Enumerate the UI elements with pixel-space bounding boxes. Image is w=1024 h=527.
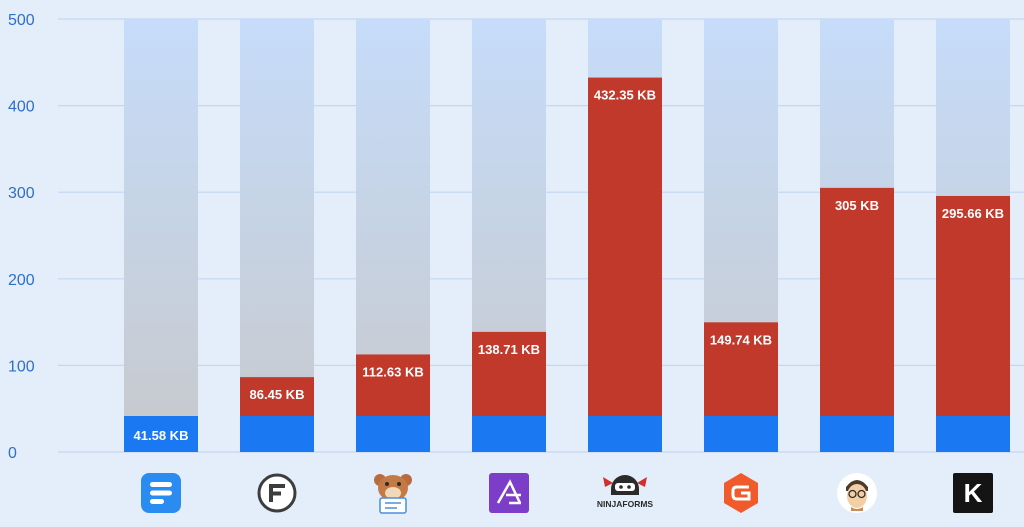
bar-8-value-label: 295.66 KB bbox=[942, 206, 1004, 221]
bar-5-base-segment bbox=[588, 415, 662, 452]
fluent-forms-icon bbox=[141, 473, 181, 513]
bar-3-extra-segment bbox=[356, 354, 430, 416]
bar-7-base-segment bbox=[820, 415, 894, 452]
bar-4-value-label: 138.71 KB bbox=[478, 342, 540, 357]
x-axis-icons: NINJAFORMS K bbox=[141, 473, 993, 514]
y-tick-label: 400 bbox=[8, 99, 35, 116]
ninja-forms-wordmark: NINJAFORMS bbox=[597, 499, 654, 509]
bar-3-value-label: 112.63 KB bbox=[362, 364, 423, 379]
caldera-forms-avatar-icon bbox=[837, 473, 877, 513]
y-tick-label: 200 bbox=[8, 272, 35, 289]
bar-2-value-label: 86.45 KB bbox=[250, 387, 305, 402]
bar-6-extra-segment bbox=[704, 322, 778, 416]
y-axis: 0 100 200 300 400 500 bbox=[8, 12, 35, 462]
bar-5-extra-segment bbox=[588, 77, 662, 416]
bars bbox=[124, 19, 1010, 452]
gravity-forms-icon bbox=[724, 473, 758, 513]
bar-6-value-label: 149.74 KB bbox=[710, 332, 772, 347]
bar-1-value-label: 41.58 KB bbox=[134, 428, 189, 443]
y-tick-label: 0 bbox=[8, 445, 17, 462]
bar-1-base-segment bbox=[124, 415, 198, 452]
kali-forms-letter: K bbox=[964, 478, 983, 508]
formidable-forms-icon bbox=[257, 473, 297, 513]
bar-7-extra-segment bbox=[820, 187, 894, 416]
bar-2-base-segment bbox=[240, 415, 314, 452]
bar-8-base-segment bbox=[936, 415, 1010, 452]
bar-7-value-label: 305 KB bbox=[835, 198, 879, 213]
bar-4-base-segment bbox=[472, 415, 546, 452]
bar-6-base-segment bbox=[704, 415, 778, 452]
y-tick-label: 100 bbox=[8, 358, 35, 375]
wpforms-bear-icon bbox=[374, 474, 412, 514]
data-labels: 41.58 KB 86.45 KB 112.63 KB 138.71 KB 432.35… bbox=[134, 88, 1005, 443]
bar-3-base-segment bbox=[356, 415, 430, 452]
bar-4-extra-segment bbox=[472, 331, 546, 416]
y-tick-label: 500 bbox=[8, 12, 35, 29]
bar-5-value-label: 432.35 KB bbox=[594, 88, 656, 103]
kali-forms-icon: K bbox=[953, 473, 993, 513]
bar-8-extra-segment bbox=[936, 195, 1010, 416]
everest-forms-icon bbox=[489, 473, 529, 513]
y-tick-label: 300 bbox=[8, 185, 35, 202]
ninja-forms-icon: NINJAFORMS bbox=[597, 475, 654, 509]
bar-1-track bbox=[124, 19, 198, 452]
bar-2-extra-segment bbox=[240, 377, 314, 416]
